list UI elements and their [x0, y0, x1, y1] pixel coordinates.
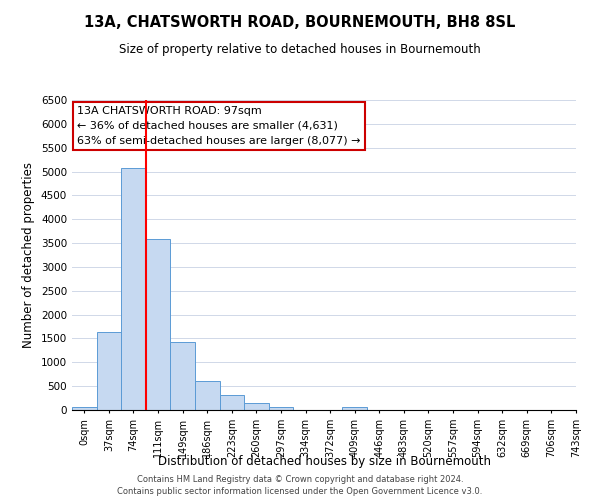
Bar — [244, 403, 269, 410]
Bar — [121, 168, 146, 410]
Bar — [72, 407, 97, 410]
Text: Contains HM Land Registry data © Crown copyright and database right 2024.: Contains HM Land Registry data © Crown c… — [137, 475, 463, 484]
Text: 13A CHATSWORTH ROAD: 97sqm
← 36% of detached houses are smaller (4,631)
63% of s: 13A CHATSWORTH ROAD: 97sqm ← 36% of deta… — [77, 106, 361, 146]
Text: Distribution of detached houses by size in Bournemouth: Distribution of detached houses by size … — [157, 455, 491, 468]
Bar — [170, 342, 195, 410]
Bar — [343, 408, 367, 410]
Text: 13A, CHATSWORTH ROAD, BOURNEMOUTH, BH8 8SL: 13A, CHATSWORTH ROAD, BOURNEMOUTH, BH8 8… — [85, 15, 515, 30]
Y-axis label: Number of detached properties: Number of detached properties — [22, 162, 35, 348]
Text: Size of property relative to detached houses in Bournemouth: Size of property relative to detached ho… — [119, 42, 481, 56]
Bar — [269, 407, 293, 410]
Bar — [146, 240, 170, 410]
Bar — [97, 332, 121, 410]
Bar — [220, 396, 244, 410]
Bar — [195, 380, 220, 410]
Text: Contains public sector information licensed under the Open Government Licence v3: Contains public sector information licen… — [118, 487, 482, 496]
